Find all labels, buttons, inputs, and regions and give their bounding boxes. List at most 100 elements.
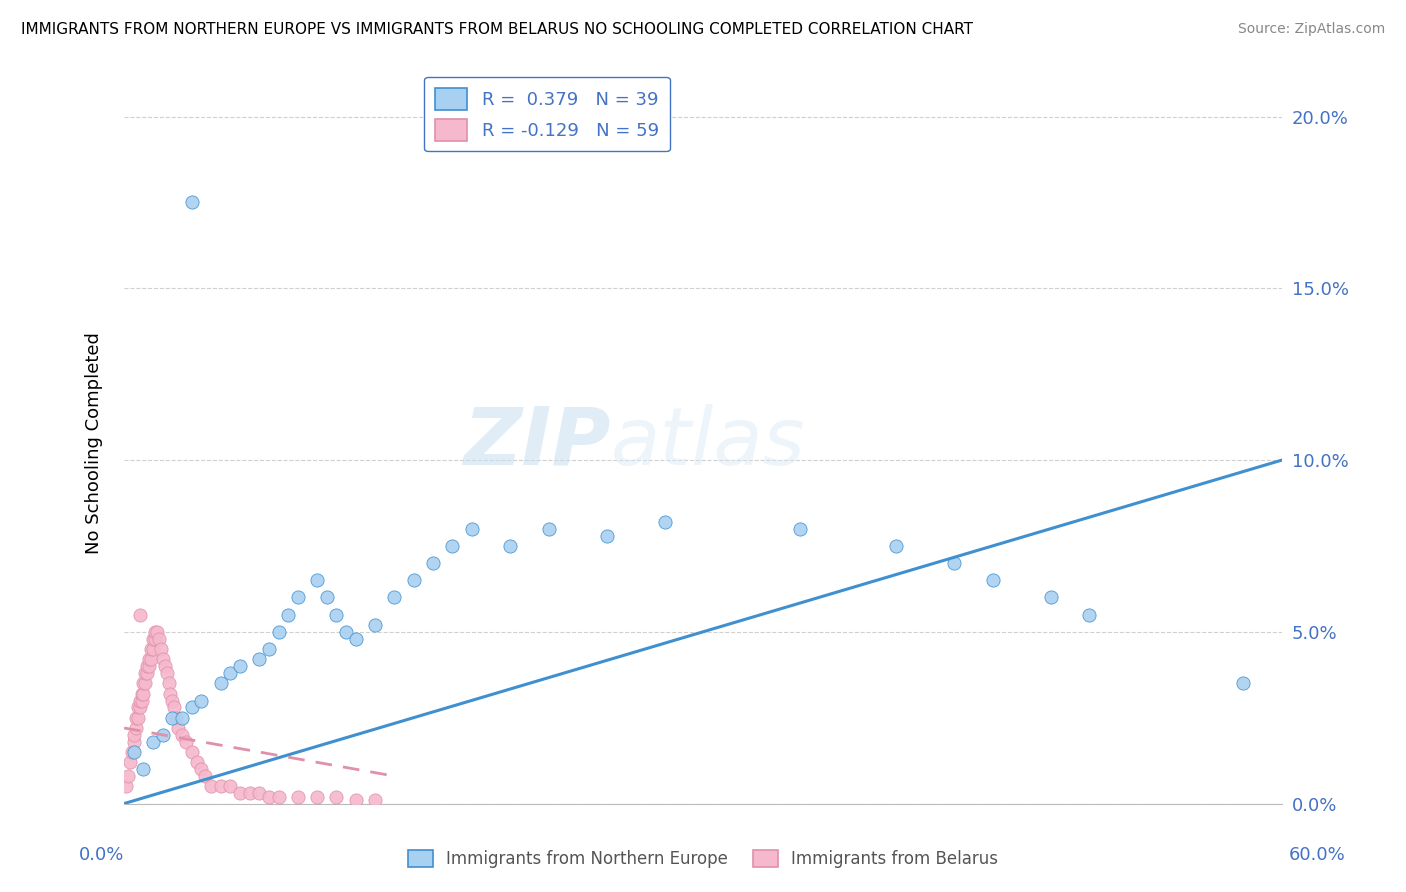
Point (277, 607, 299, 622)
Point (121, 745, 143, 759)
Point (287, 789, 309, 804)
Point (136, 659, 159, 673)
Point (152, 728, 174, 742)
Point (325, 789, 347, 804)
Text: 60.0%: 60.0% (1289, 846, 1346, 863)
Point (127, 700, 149, 714)
Y-axis label: No Schooling Completed: No Schooling Completed (86, 332, 103, 554)
Point (141, 652, 163, 666)
Point (132, 676, 155, 690)
Point (219, 780, 242, 794)
Point (287, 591, 309, 605)
Point (157, 676, 180, 690)
Point (143, 624, 166, 639)
Point (315, 591, 337, 605)
Point (654, 515, 676, 529)
Point (595, 528, 617, 542)
Point (943, 556, 966, 570)
Point (153, 659, 176, 673)
Point (142, 642, 165, 657)
Point (128, 607, 150, 622)
Point (174, 735, 197, 749)
Point (159, 687, 181, 701)
Point (152, 652, 174, 666)
Point (789, 522, 811, 536)
Point (335, 624, 357, 639)
Point (257, 789, 280, 804)
Point (134, 676, 156, 690)
Point (344, 793, 367, 807)
Point (115, 780, 138, 794)
Point (247, 652, 270, 666)
Point (981, 574, 1004, 588)
Point (219, 666, 242, 681)
Point (125, 711, 148, 725)
Text: IMMIGRANTS FROM NORTHERN EUROPE VS IMMIGRANTS FROM BELARUS NO SCHOOLING COMPLETE: IMMIGRANTS FROM NORTHERN EUROPE VS IMMIG… (21, 22, 973, 37)
Point (170, 711, 193, 725)
Point (239, 786, 262, 800)
Point (537, 522, 560, 536)
Point (307, 574, 329, 588)
Point (200, 780, 222, 794)
Text: atlas: atlas (610, 404, 806, 482)
Point (325, 607, 347, 622)
Point (131, 687, 153, 701)
Point (180, 700, 202, 714)
Point (229, 659, 252, 673)
Point (209, 780, 232, 794)
Point (170, 728, 193, 742)
Point (499, 539, 522, 553)
Point (162, 711, 184, 725)
Point (247, 786, 270, 800)
Point (229, 786, 252, 800)
Point (382, 591, 405, 605)
Point (122, 735, 145, 749)
Text: Source: ZipAtlas.com: Source: ZipAtlas.com (1237, 22, 1385, 37)
Point (1078, 607, 1101, 622)
Point (149, 642, 172, 657)
Point (136, 666, 159, 681)
Text: ZIP: ZIP (463, 404, 610, 482)
Point (141, 642, 163, 657)
Point (125, 721, 148, 735)
Point (1039, 591, 1062, 605)
Legend: Immigrants from Northern Europe, Immigrants from Belarus: Immigrants from Northern Europe, Immigra… (401, 843, 1005, 875)
Point (155, 666, 177, 681)
Point (128, 693, 150, 707)
Point (307, 789, 329, 804)
Point (180, 195, 202, 210)
Point (190, 762, 212, 776)
Point (131, 693, 153, 707)
Point (267, 624, 290, 639)
Text: 0.0%: 0.0% (79, 846, 124, 863)
Point (117, 769, 139, 783)
Point (364, 793, 387, 807)
Point (441, 539, 464, 553)
Point (162, 693, 184, 707)
Point (142, 735, 165, 749)
Point (402, 574, 425, 588)
Point (167, 721, 190, 735)
Point (132, 762, 155, 776)
Point (267, 789, 290, 804)
Point (122, 745, 145, 759)
Point (209, 676, 232, 690)
Point (163, 700, 186, 714)
Point (143, 632, 166, 646)
Point (138, 659, 160, 673)
Point (186, 756, 208, 770)
Point (127, 711, 149, 725)
Point (148, 632, 170, 646)
Point (122, 728, 145, 742)
Point (194, 769, 217, 783)
Legend: R =  0.379   N = 39, R = -0.129   N = 59: R = 0.379 N = 39, R = -0.129 N = 59 (425, 77, 669, 152)
Point (146, 624, 169, 639)
Point (132, 687, 155, 701)
Point (364, 618, 387, 632)
Point (165, 711, 187, 725)
Point (344, 632, 367, 646)
Point (138, 652, 160, 666)
Point (460, 522, 482, 536)
Point (884, 539, 907, 553)
Point (190, 693, 212, 707)
